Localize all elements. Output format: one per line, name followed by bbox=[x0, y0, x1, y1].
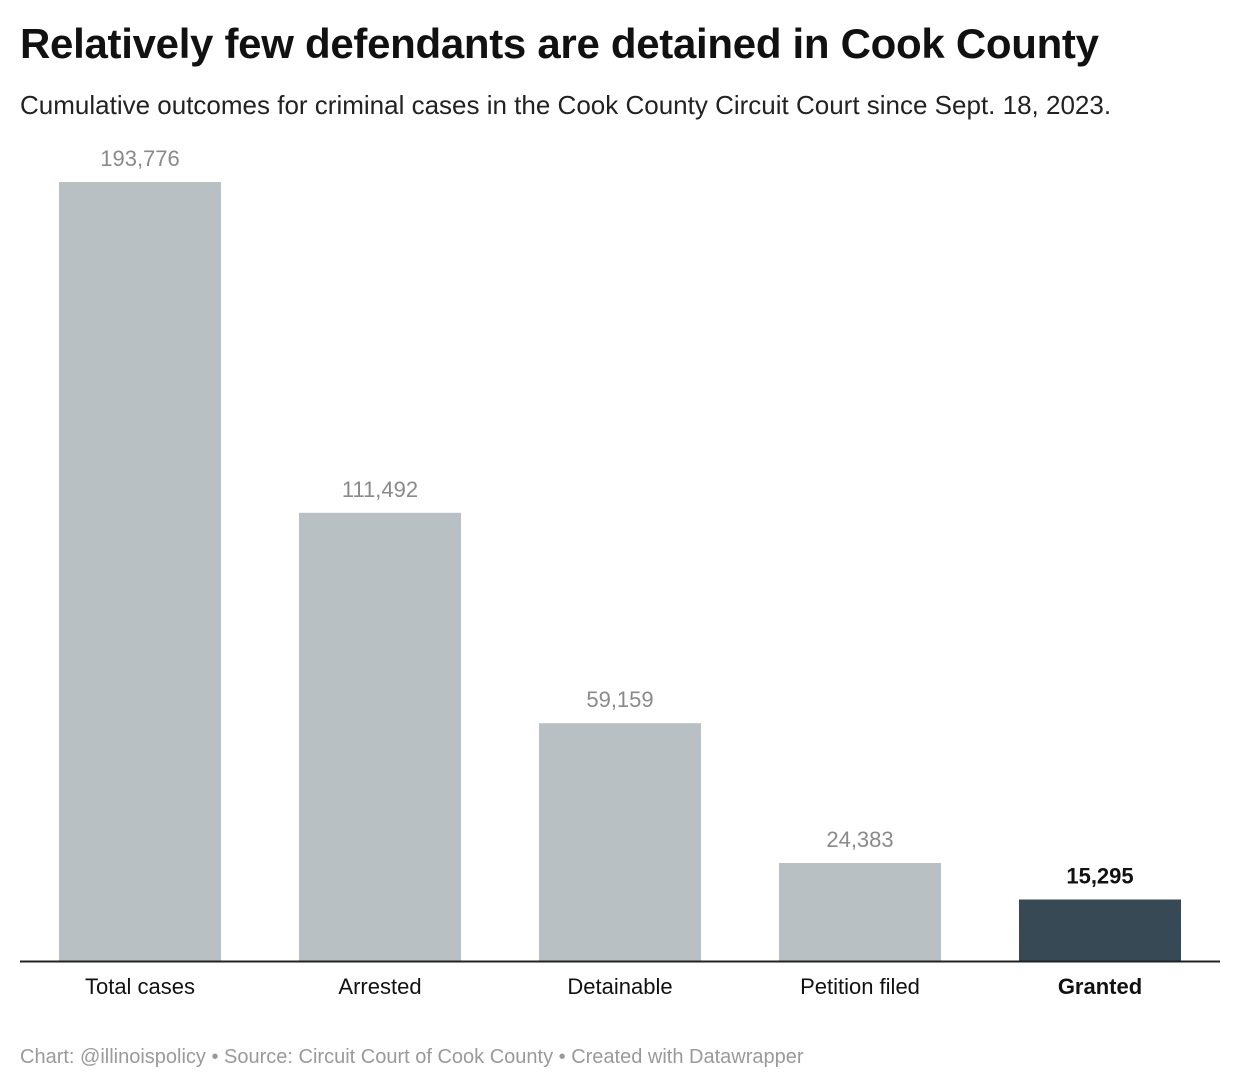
bar-detainable bbox=[539, 723, 701, 961]
value-label-granted: 15,295 bbox=[1066, 864, 1133, 889]
footer-separator-1: • bbox=[205, 1046, 225, 1068]
category-label-granted: Granted bbox=[1058, 974, 1142, 999]
chart-subtitle: Cumulative outcomes for criminal cases i… bbox=[20, 90, 1112, 120]
category-label-total-cases: Total cases bbox=[85, 974, 195, 999]
category-label-detainable: Detainable bbox=[567, 974, 672, 999]
footer-separator-2: • bbox=[553, 1046, 572, 1068]
footer-source: Source: Circuit Court of Cook County bbox=[224, 1046, 554, 1068]
bar-granted bbox=[1019, 899, 1181, 961]
value-label-arrested: 111,492 bbox=[342, 477, 418, 502]
footer-credit: Chart: @illinoispolicy bbox=[20, 1046, 206, 1068]
value-label-detainable: 59,159 bbox=[586, 687, 653, 712]
chart-footer: Chart: @illinoispolicy • Source: Circuit… bbox=[20, 1046, 804, 1069]
footer-created-with: Created with Datawrapper bbox=[571, 1046, 804, 1068]
chart-title: Relatively few defendants are detained i… bbox=[20, 20, 1099, 67]
bar-arrested bbox=[299, 512, 461, 961]
bar-petition-filed bbox=[779, 863, 941, 961]
category-label-petition-filed: Petition filed bbox=[800, 974, 920, 999]
bar-total-cases bbox=[59, 182, 221, 961]
category-label-arrested: Arrested bbox=[338, 974, 421, 999]
value-label-total-cases: 193,776 bbox=[100, 146, 180, 171]
value-label-petition-filed: 24,383 bbox=[826, 827, 893, 852]
